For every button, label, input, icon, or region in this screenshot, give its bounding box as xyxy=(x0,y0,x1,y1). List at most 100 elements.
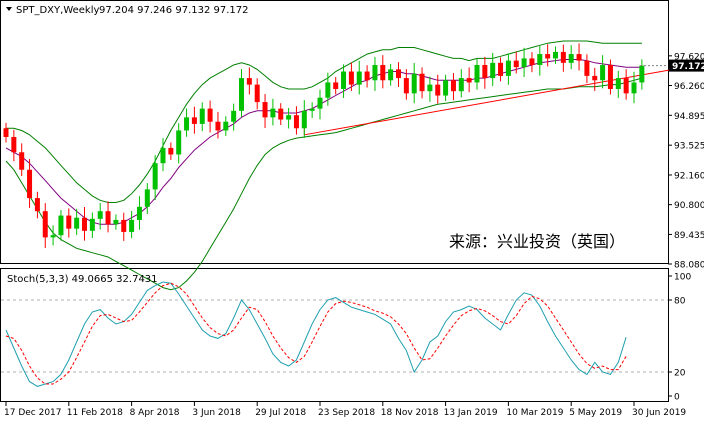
candle xyxy=(97,203,103,230)
candle-body xyxy=(168,147,174,155)
price-chart-title: SPT_DXY,Weekly xyxy=(16,5,100,16)
chart-menu-arrow-icon[interactable] xyxy=(6,7,12,11)
candles xyxy=(3,43,645,249)
candle-body xyxy=(199,108,205,124)
candle-body xyxy=(474,64,480,83)
moving-average xyxy=(5,59,642,225)
candle-body xyxy=(74,217,80,229)
candle xyxy=(246,67,252,95)
candle-body xyxy=(27,169,33,199)
price-tick-label: 96.260 xyxy=(674,82,704,92)
candle xyxy=(50,225,56,246)
candle xyxy=(317,89,323,120)
candle-body xyxy=(113,219,119,225)
price-tick-label: 97.620 xyxy=(674,52,704,62)
candle xyxy=(513,51,519,74)
candle xyxy=(443,74,449,101)
candle xyxy=(74,208,80,235)
candle-body xyxy=(129,219,135,232)
date-tick-label: 18 Nov 2018 xyxy=(381,408,439,418)
candle xyxy=(450,73,456,101)
candle-body xyxy=(50,235,56,238)
stoch-tick-label: 80 xyxy=(674,297,686,307)
stoch-tick-label: 0 xyxy=(674,393,680,403)
candle-body xyxy=(278,108,284,120)
candle xyxy=(152,155,158,201)
moving-average-line xyxy=(5,59,642,225)
stochastic-lines xyxy=(1,281,668,387)
candle-body xyxy=(403,78,409,94)
price-tick-label: 92.160 xyxy=(674,171,704,181)
candle-body xyxy=(443,80,449,96)
candle-body xyxy=(388,69,394,81)
price-panel-frame xyxy=(0,0,669,264)
candle xyxy=(113,214,119,230)
candle xyxy=(537,46,543,76)
candle-body xyxy=(82,217,87,231)
candle xyxy=(223,116,229,136)
candle-body xyxy=(513,60,519,68)
candle xyxy=(11,129,17,162)
candle xyxy=(505,53,511,85)
candle xyxy=(607,59,613,95)
candle-body xyxy=(215,121,221,131)
stoch-title: Stoch(5,3,3) 49.0665 32.7431 xyxy=(7,274,158,285)
candle-body xyxy=(427,84,433,92)
price-tick-label: 94.895 xyxy=(674,112,704,122)
candle-body xyxy=(631,82,637,94)
candle xyxy=(293,106,299,135)
date-tick-label: 30 Jun 2019 xyxy=(632,408,686,418)
candle xyxy=(231,103,237,131)
date-tick-label: 5 May 2019 xyxy=(569,408,622,418)
candle xyxy=(42,203,48,249)
candle xyxy=(82,207,87,241)
current-price-label: 97.172 xyxy=(672,62,704,72)
candle-body xyxy=(42,211,48,238)
stoch-tick-label: 100 xyxy=(674,273,691,283)
source-watermark: 来源：兴业投资（英国） xyxy=(449,232,625,251)
candle xyxy=(89,212,95,239)
candle-body xyxy=(144,189,150,207)
candle xyxy=(623,69,629,100)
candle-body xyxy=(639,65,645,83)
candle xyxy=(388,63,394,86)
candle-body xyxy=(592,75,598,81)
candle-body xyxy=(466,78,472,83)
price-tick-label: 90.800 xyxy=(674,201,704,211)
stoch-tick-label: 20 xyxy=(674,369,686,379)
candle-body xyxy=(121,219,127,232)
candle-body xyxy=(239,78,244,111)
candle-body xyxy=(11,136,17,153)
candle-body xyxy=(560,51,566,63)
candle-body xyxy=(58,215,64,236)
candle xyxy=(427,76,433,102)
candle-body xyxy=(176,130,182,155)
candle xyxy=(568,45,574,70)
candle-body xyxy=(333,82,339,89)
candle xyxy=(184,108,190,137)
candle xyxy=(3,122,9,143)
candle-body xyxy=(270,108,276,118)
date-tick-label: 13 Jan 2019 xyxy=(444,408,498,418)
candle xyxy=(239,69,244,118)
date-tick-label: 29 Jul 2018 xyxy=(255,408,306,418)
candle-body xyxy=(66,215,72,229)
candle-body xyxy=(89,218,95,231)
candle xyxy=(168,142,174,160)
candle xyxy=(600,55,606,89)
candle-body xyxy=(3,128,9,137)
candle-body xyxy=(19,152,25,170)
candle xyxy=(144,183,150,215)
candle xyxy=(521,47,527,77)
candle xyxy=(286,107,292,129)
candle xyxy=(592,67,598,91)
candle-body xyxy=(458,78,464,92)
candle xyxy=(584,54,590,84)
candle-body xyxy=(537,54,543,65)
candle-body xyxy=(246,78,252,85)
candle-body xyxy=(490,62,496,79)
candle-body xyxy=(396,69,401,79)
candle-body xyxy=(348,71,354,85)
current-price-badge xyxy=(669,59,704,72)
